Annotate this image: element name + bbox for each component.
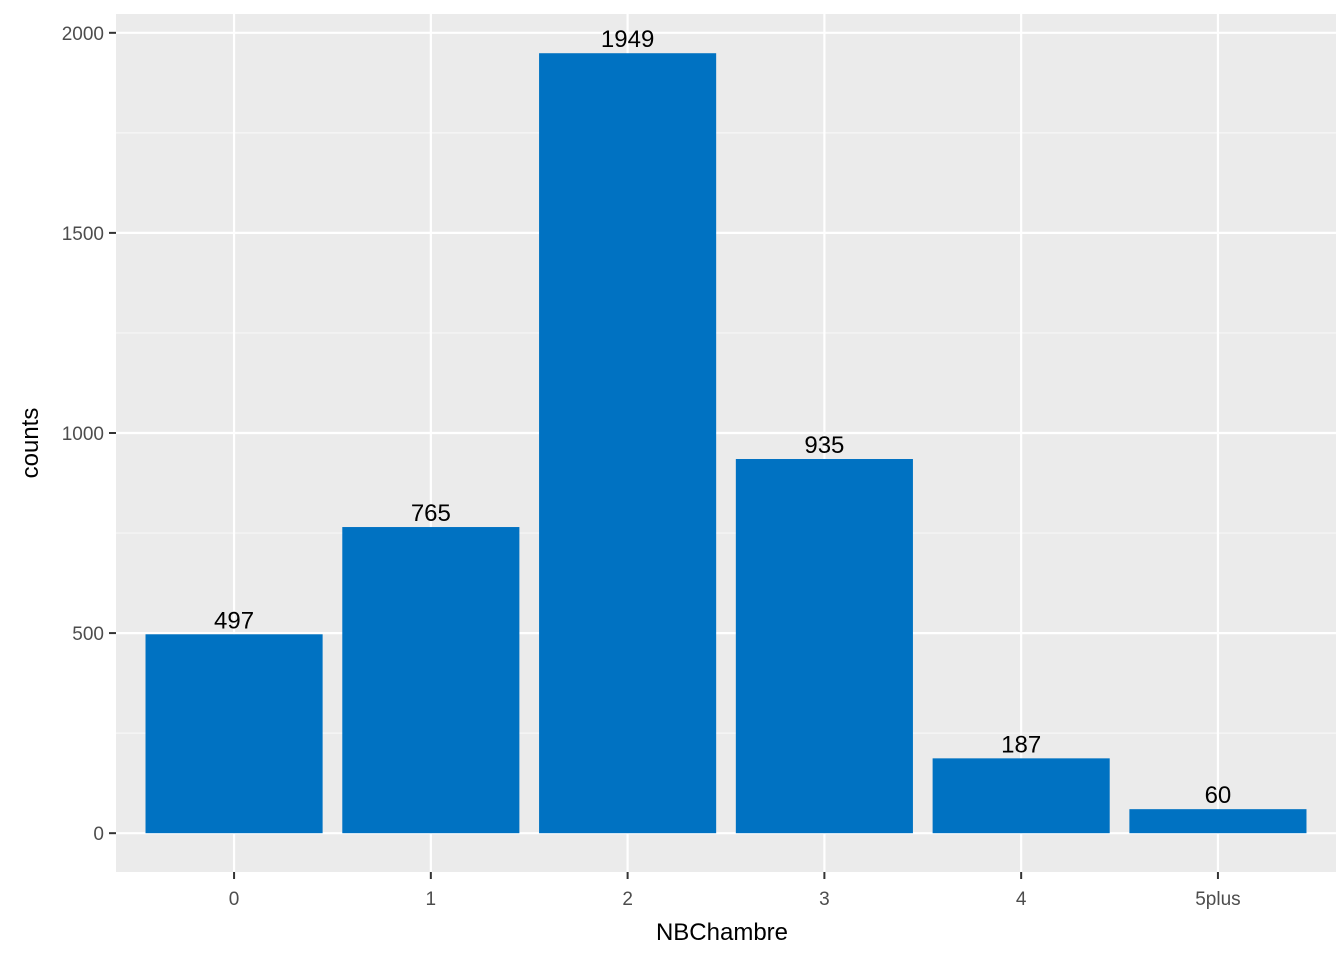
data-label: 765 (411, 500, 451, 527)
bar (1129, 809, 1307, 834)
x-tick-label: 4 (1016, 889, 1027, 910)
y-tick-label: 500 (72, 624, 104, 645)
y-axis-title: counts (17, 408, 44, 479)
x-tick-label: 5plus (1195, 889, 1240, 910)
x-tick-label: 1 (426, 889, 437, 910)
x-tick-label: 0 (229, 889, 240, 910)
bars (145, 53, 1307, 834)
x-axis-title: NBChambre (656, 919, 788, 946)
bar (145, 634, 323, 834)
data-label: 60 (1205, 782, 1232, 809)
data-label: 497 (214, 607, 254, 634)
y-tick-label: 1500 (62, 224, 104, 245)
y-tick-label: 0 (93, 824, 104, 845)
bar (342, 527, 520, 834)
bar (539, 53, 717, 834)
x-tick-label: 2 (622, 889, 633, 910)
data-label: 1949 (601, 26, 654, 53)
x-axis: 0 1 2 3 4 5plus (229, 872, 1241, 910)
bar (932, 758, 1110, 834)
data-label: 187 (1001, 731, 1041, 758)
y-tick-label: 2000 (62, 24, 104, 45)
data-label: 935 (804, 432, 844, 459)
x-tick-label: 3 (819, 889, 830, 910)
y-axis: 0 500 1000 1500 2000 (62, 24, 116, 845)
bar (735, 459, 913, 834)
data-labels: 497 765 1949 935 187 60 (214, 26, 1231, 809)
y-tick-label: 1000 (62, 424, 104, 445)
